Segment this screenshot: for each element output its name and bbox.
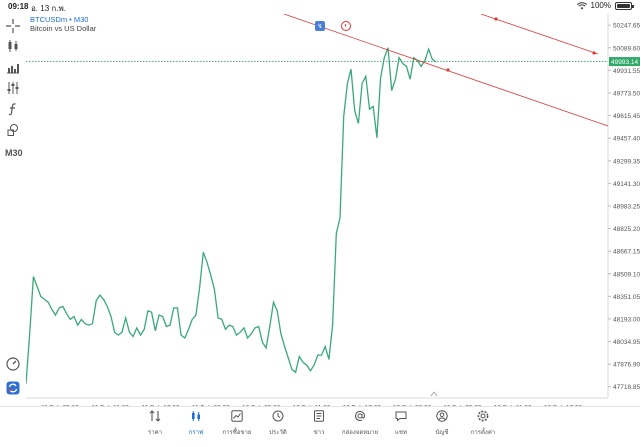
nav-chat-label: แชท [395,430,407,436]
shapes-tool[interactable] [4,122,22,138]
x-tick-label: 11 Feb 17:00 [142,405,180,407]
sliders-icon [7,82,19,94]
candlestick-icon [8,40,18,52]
indicator-a-icon[interactable]: ↯ [315,21,325,31]
y-tick-label: 49141.30 [613,181,640,188]
x-tick-label: 11 Feb 05:00 [41,405,79,407]
nav-chart[interactable]: กราฟ [171,410,221,437]
nav-chat[interactable]: แชท [376,410,426,437]
x-tick-label: 12 Feb 11:00 [293,405,331,407]
status-bar: 09:18 อ. 13 ก.พ. 100% [0,0,640,14]
y-tick-label: 49615.45 [613,113,640,120]
indicators-icon [7,64,19,74]
chart-type-tool[interactable] [4,38,22,54]
indicators-tool[interactable] [4,59,22,75]
x-tick-label: 12 Feb 05:00 [242,405,281,407]
x-tick-label: 13 Feb 11:00 [494,405,532,407]
x-tick-label: 12 Feb 17:00 [343,405,382,407]
battery-icon [615,1,634,10]
nav-quotes-label: ราคา [148,430,162,436]
indicator-b-icon[interactable]: ◐ [341,21,351,31]
quotes-icon [149,410,161,422]
wifi-icon [576,1,587,9]
mailbox-icon [355,410,366,421]
y-tick-label: 49299.35 [613,158,640,165]
y-tick-label: 48667.15 [613,249,640,256]
nav-quotes[interactable]: ราคา [130,410,180,437]
left-toolbar: M30 [0,14,26,404]
nav-mailbox-label: กล่องจดหมาย [341,430,379,436]
symbol-name[interactable]: BTCUSDm • M30 [30,15,89,24]
nav-mailbox[interactable]: กล่องจดหมาย [335,410,385,437]
bottom-nav: ราคา กราฟ การซื้อขาย ประวัติ ข่าว กล่องจ… [0,406,640,447]
nav-settings[interactable]: การตั้งค่า [458,410,508,437]
chart-area[interactable]: 50247.65 50089.60 49931.55 49773.50 49615.45… [26,14,640,406]
function-tool[interactable] [4,101,22,117]
nav-account[interactable]: บัญชี [417,410,467,437]
y-tick-label: 47876.90 [613,362,640,369]
nav-settings-label: การตั้งค่า [470,430,496,436]
trade-icon [231,410,243,422]
y-tick-label: 48034.95 [613,339,640,346]
sync-icon [6,381,20,395]
nav-news-label: ข่าว [313,430,325,436]
nav-news[interactable]: ข่าว [294,410,344,437]
trendline-lower-anchor[interactable] [446,68,450,72]
chat-icon [395,411,407,422]
status-time: 09:18 [8,2,29,11]
y-tick-label: 48825.20 [613,226,640,233]
chart-icon [192,411,200,421]
trade-panel-tool[interactable] [4,356,22,372]
x-tick-label: 13 Feb 05:00 [443,405,482,407]
price-chart[interactable]: 50247.65 50089.60 49931.55 49773.50 49615.45… [26,14,640,406]
function-icon [8,103,16,116]
symbol-info: BTCUSDm • M30 Bitcoin vs US Dollar [30,15,96,33]
y-tick-label: 49457.40 [613,136,640,143]
y-tick-label: 48351.05 [613,294,640,301]
y-tick-label: 47718.85 [613,384,640,391]
y-tick-label: 49773.50 [613,90,640,97]
status-date: อ. 13 ก.พ. [31,4,66,13]
symbol-description: Bitcoin vs US Dollar [30,24,97,33]
y-tick-label: 48193.00 [613,316,640,323]
current-price-badge [609,57,640,67]
nav-chart-label: กราฟ [188,430,204,436]
x-tick-label: 11 Feb 11:00 [92,405,130,407]
history-icon [272,410,284,422]
nav-trade[interactable]: การซื้อขาย [212,410,262,437]
price-series-line [26,47,437,384]
status-right: 100% [576,1,634,10]
crosshair-icon [6,19,20,33]
shapes-icon [7,124,18,136]
x-tick-label: 12 Feb 23:00 [393,405,432,407]
nav-history-label: ประวัติ [269,430,287,436]
account-icon [436,410,448,422]
speedometer-icon [6,357,20,371]
trendline-upper-anchor-1[interactable] [494,17,498,21]
crosshair-tool[interactable] [4,18,22,34]
x-tick-label: 11 Feb 23:00 [192,405,230,407]
timeframe-label[interactable]: M30 [5,148,23,158]
trendline-lower[interactable] [283,14,609,127]
x-tick-label: 13 Feb 17:00 [544,405,583,407]
nav-account-label: บัญชี [435,430,449,436]
current-price-label: 49993.14 [611,59,638,66]
battery-percent: 100% [590,1,611,10]
nav-history[interactable]: ประวัติ [253,410,303,437]
nav-trade-label: การซื้อขาย [222,430,252,436]
news-icon [314,410,324,422]
y-tick-label: 50247.65 [613,23,640,30]
trendline-upper[interactable] [480,14,599,55]
account-switch-tool[interactable] [4,380,22,396]
settings-icon [477,410,489,422]
y-tick-label: 50089.60 [613,45,640,52]
trendline-upper-anchor-2[interactable] [592,51,596,55]
objects-tool[interactable] [4,80,22,96]
y-tick-label: 48509.10 [613,271,640,278]
y-tick-label: 49931.55 [613,68,640,75]
scroll-marker-icon[interactable] [430,391,438,397]
y-tick-label: 48983.25 [613,203,640,210]
